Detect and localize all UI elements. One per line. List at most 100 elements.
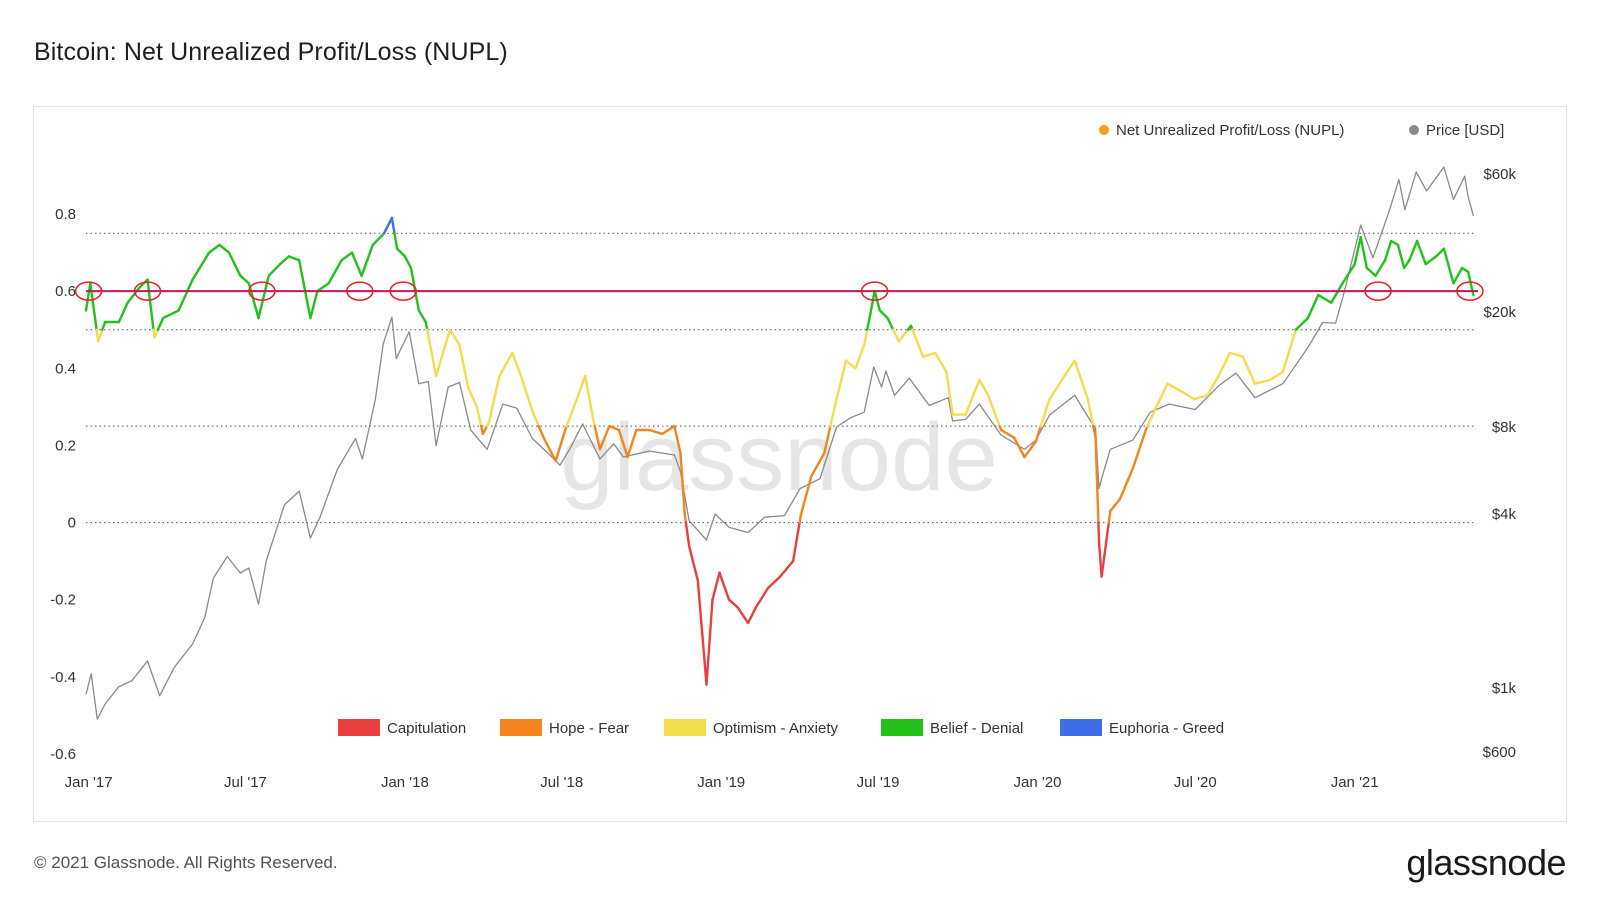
nupl-segment bbox=[1091, 424, 1097, 439]
nupl-segment bbox=[1253, 378, 1272, 385]
nupl-segment bbox=[1460, 266, 1470, 274]
nupl-segment bbox=[673, 424, 682, 455]
annotation-circle bbox=[248, 281, 276, 301]
nupl-segment bbox=[854, 343, 866, 370]
nupl-segment bbox=[542, 436, 557, 463]
watermark: glassnode bbox=[560, 404, 998, 511]
nupl-segment bbox=[617, 428, 629, 459]
annotation-circle bbox=[860, 281, 889, 301]
nupl-segment bbox=[687, 544, 699, 582]
annotation-circle bbox=[74, 281, 103, 301]
nupl-segment bbox=[1180, 390, 1196, 401]
y-tick-label: 0.8 bbox=[55, 206, 76, 223]
price-tick-label: $4k bbox=[1492, 506, 1517, 523]
zone-legend-swatch bbox=[881, 719, 923, 736]
nupl-segment bbox=[1442, 247, 1455, 285]
nupl-segment bbox=[727, 598, 739, 609]
nupl-segment bbox=[711, 571, 721, 601]
nupl-legend-label: Net Unrealized Profit/Loss (NUPL) bbox=[1116, 122, 1344, 139]
nupl-segment bbox=[227, 251, 242, 277]
zone-legend-label: Belief - Denial bbox=[930, 720, 1023, 737]
zone-legend-label: Capitulation bbox=[387, 720, 466, 737]
nupl-segment bbox=[1306, 293, 1320, 320]
y-tick-label: 0.2 bbox=[55, 437, 76, 454]
nupl-segment bbox=[1341, 262, 1356, 285]
nupl-segment bbox=[1086, 397, 1095, 428]
nupl-segment bbox=[371, 232, 386, 247]
nupl-segment bbox=[382, 216, 394, 235]
nupl-segment bbox=[207, 243, 221, 254]
x-tick-label: Jul '20 bbox=[1174, 774, 1217, 791]
nupl-segment bbox=[766, 575, 782, 590]
nupl-segment bbox=[531, 409, 540, 428]
nupl-segment bbox=[403, 255, 413, 270]
nupl-segment bbox=[1097, 521, 1101, 544]
nupl-segment bbox=[873, 289, 881, 312]
nupl-segment bbox=[1389, 239, 1400, 247]
nupl-segment bbox=[999, 428, 1016, 439]
price-legend-dot bbox=[1409, 125, 1419, 135]
nupl-segment bbox=[1424, 255, 1438, 266]
nupl-segment bbox=[417, 309, 427, 324]
zone-legend-label: Optimism - Anxiety bbox=[713, 720, 839, 737]
nupl-segment bbox=[565, 394, 580, 428]
x-tick-label: Jan '20 bbox=[1014, 774, 1062, 791]
nupl-segment bbox=[153, 328, 160, 339]
y-tick-label: 0.4 bbox=[55, 360, 76, 377]
nupl-segment bbox=[661, 424, 676, 436]
nupl-segment bbox=[1353, 235, 1362, 266]
nupl-segment bbox=[1166, 382, 1183, 393]
nupl-segment bbox=[498, 351, 514, 378]
zone-legend-label: Hope - Fear bbox=[549, 720, 629, 737]
nupl-segment bbox=[1281, 328, 1298, 374]
nupl-segment bbox=[1039, 397, 1051, 428]
nupl-segment bbox=[986, 394, 1001, 428]
nupl-segment bbox=[393, 232, 399, 250]
price-line bbox=[85, 166, 1475, 720]
nupl-segment bbox=[1359, 235, 1369, 270]
nupl-segment bbox=[441, 328, 452, 355]
nupl-segment bbox=[798, 513, 803, 524]
nupl-segment bbox=[844, 359, 857, 370]
nupl-segment bbox=[863, 328, 869, 347]
nupl-segment bbox=[409, 266, 420, 312]
nupl-segment bbox=[866, 313, 872, 331]
nupl-segment bbox=[746, 606, 758, 625]
nupl-segment bbox=[1073, 359, 1090, 401]
nupl-segment bbox=[626, 428, 638, 459]
x-tick-label: Jan '19 bbox=[697, 774, 745, 791]
nupl-segment bbox=[316, 282, 330, 293]
nupl-segment bbox=[934, 351, 948, 374]
nupl-segment bbox=[1408, 239, 1419, 262]
nupl-segment bbox=[1330, 282, 1344, 304]
x-tick-label: Jan '17 bbox=[65, 774, 113, 791]
nupl-segment bbox=[945, 370, 954, 416]
nupl-segment bbox=[177, 278, 194, 312]
nupl-segment bbox=[791, 521, 801, 563]
nupl-segment bbox=[487, 374, 501, 424]
nupl-segment bbox=[1374, 259, 1387, 277]
nupl-segment bbox=[340, 251, 354, 262]
nupl-segment bbox=[897, 328, 910, 343]
annotation-circle bbox=[133, 281, 162, 301]
y-tick-label: -0.2 bbox=[50, 592, 76, 609]
page-title: Bitcoin: Net Unrealized Profit/Loss (NUP… bbox=[34, 38, 508, 66]
nupl-segment bbox=[833, 359, 848, 409]
nupl-segment bbox=[593, 424, 602, 451]
nupl-segment bbox=[1153, 382, 1169, 412]
nupl-segment bbox=[360, 243, 374, 277]
nupl-segment bbox=[799, 475, 813, 517]
nupl-segment bbox=[1402, 259, 1411, 270]
nupl-segment bbox=[829, 405, 836, 428]
nupl-segment bbox=[1434, 247, 1446, 258]
nupl-segment bbox=[1294, 316, 1310, 331]
nupl-segment bbox=[1109, 498, 1122, 513]
nupl-segment bbox=[683, 513, 688, 524]
nupl-segment bbox=[1396, 243, 1406, 270]
nupl-segment bbox=[1146, 409, 1156, 428]
x-tick-label: Jul '18 bbox=[540, 774, 583, 791]
nupl-segment bbox=[978, 378, 990, 397]
nupl-segment bbox=[1193, 394, 1209, 401]
nupl-segment bbox=[598, 424, 611, 451]
nupl-segment bbox=[426, 328, 438, 378]
